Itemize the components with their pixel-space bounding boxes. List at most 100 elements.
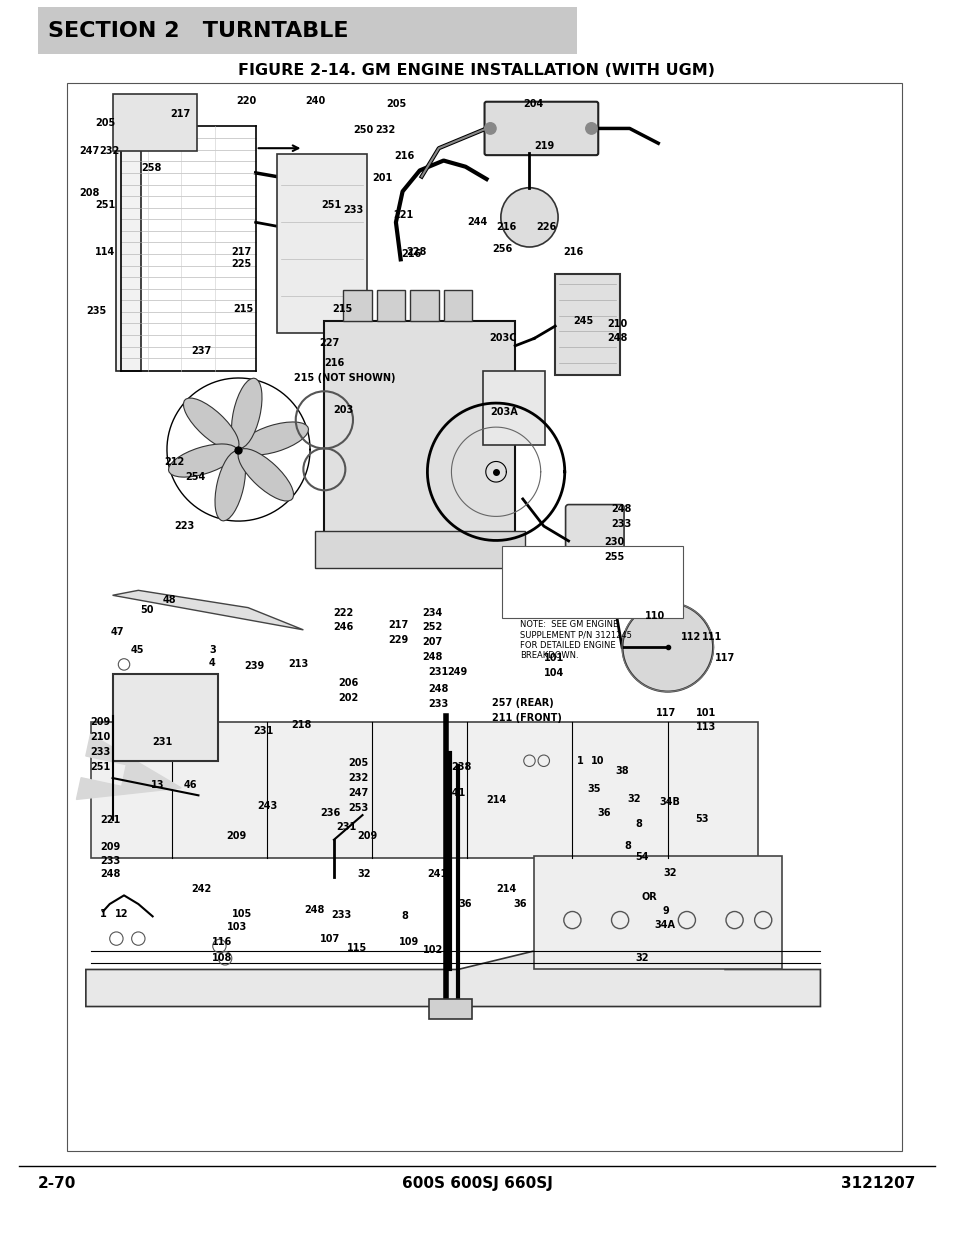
Text: 114: 114 (95, 247, 115, 257)
Text: 32: 32 (627, 794, 640, 804)
Text: 34B: 34B (659, 797, 679, 806)
Text: 3: 3 (209, 645, 215, 655)
Text: 242: 242 (191, 884, 211, 894)
Bar (376, 290, 405, 321)
Text: 36: 36 (513, 899, 526, 909)
Text: 253: 253 (348, 803, 368, 813)
Text: 117: 117 (656, 708, 676, 718)
Bar (112, 94, 196, 151)
Text: 227: 227 (319, 338, 339, 348)
FancyArrow shape (76, 735, 181, 799)
Text: 53: 53 (695, 814, 708, 824)
Text: 233: 233 (428, 699, 448, 709)
Bar (482, 370, 544, 445)
Text: 239: 239 (244, 661, 264, 671)
Text: 217: 217 (170, 109, 190, 119)
Text: 110: 110 (644, 611, 664, 621)
Text: 101: 101 (696, 708, 716, 718)
Bar (91, 722, 758, 858)
Text: 204: 204 (522, 99, 542, 109)
Ellipse shape (169, 443, 237, 477)
Text: 35: 35 (587, 784, 600, 794)
Text: 1: 1 (100, 909, 107, 919)
Text: 250: 250 (353, 125, 373, 135)
Ellipse shape (239, 422, 308, 456)
Text: 104: 104 (543, 668, 563, 678)
Bar (501, 546, 682, 618)
Text: 36: 36 (457, 899, 471, 909)
Text: 223: 223 (174, 521, 194, 531)
Text: 210: 210 (91, 732, 111, 742)
Text: 50: 50 (140, 605, 153, 615)
Bar (67, 83, 901, 1151)
Text: 117: 117 (714, 653, 734, 663)
Text: 232: 232 (99, 146, 119, 156)
Text: 38: 38 (615, 766, 628, 776)
Text: 248: 248 (428, 684, 448, 694)
Text: 209: 209 (226, 831, 246, 841)
Text: SECTION 2   TURNTABLE: SECTION 2 TURNTABLE (48, 21, 348, 41)
Text: 231: 231 (152, 737, 172, 747)
Text: 108: 108 (212, 953, 232, 963)
Text: 205: 205 (386, 99, 406, 109)
Ellipse shape (232, 378, 262, 448)
Text: 32: 32 (357, 869, 371, 879)
Text: 245: 245 (573, 316, 593, 326)
Text: 251: 251 (321, 200, 341, 210)
Text: 226: 226 (536, 222, 556, 232)
Text: 216: 216 (401, 249, 421, 259)
Text: 12: 12 (114, 909, 128, 919)
Ellipse shape (238, 448, 294, 501)
Text: 209: 209 (100, 842, 120, 852)
Text: 102: 102 (422, 945, 442, 955)
Text: 112: 112 (680, 632, 700, 642)
Text: 243: 243 (257, 802, 277, 811)
Polygon shape (112, 590, 303, 630)
FancyBboxPatch shape (534, 856, 781, 969)
Bar (343, 290, 372, 321)
Text: NOTE:  SEE GM ENGINE
SUPPLEMENT P/N 3121245
FOR DETAILED ENGINE
BREAKDOWN.: NOTE: SEE GM ENGINE SUPPLEMENT P/N 31212… (519, 620, 631, 661)
Text: 233: 233 (343, 205, 363, 215)
Text: 231: 231 (253, 726, 273, 736)
Text: 107: 107 (319, 934, 339, 944)
Text: 202: 202 (338, 693, 358, 703)
Text: 246: 246 (333, 622, 353, 632)
Text: 8: 8 (624, 841, 631, 851)
Ellipse shape (214, 451, 245, 521)
Text: 205: 205 (95, 119, 115, 128)
Text: 229: 229 (388, 635, 408, 645)
Text: 233: 233 (100, 856, 120, 866)
Polygon shape (86, 951, 820, 1007)
Text: 45: 45 (131, 645, 144, 655)
Text: 251: 251 (91, 762, 111, 772)
Text: 240: 240 (305, 96, 325, 106)
Text: 256: 256 (492, 245, 512, 254)
Text: 46: 46 (183, 781, 196, 790)
Text: 228: 228 (406, 247, 426, 257)
Text: 221: 221 (393, 210, 413, 220)
Text: 232: 232 (375, 125, 395, 135)
Bar (429, 999, 472, 1019)
Text: 254: 254 (185, 472, 205, 482)
Bar (555, 274, 619, 375)
Text: 218: 218 (291, 720, 311, 730)
Text: 251: 251 (95, 200, 115, 210)
Text: 212: 212 (164, 457, 184, 467)
Text: 248: 248 (607, 333, 627, 343)
Text: 247: 247 (79, 146, 99, 156)
Text: 8: 8 (401, 911, 408, 921)
Text: 217: 217 (231, 247, 251, 257)
Text: 13: 13 (151, 781, 164, 790)
Text: 220: 220 (236, 96, 256, 106)
Text: 255: 255 (603, 552, 623, 562)
Text: 216: 216 (394, 151, 414, 161)
Text: 101: 101 (543, 653, 563, 663)
Text: 216: 216 (496, 222, 516, 232)
Text: 105: 105 (232, 909, 252, 919)
Text: 48: 48 (162, 595, 175, 605)
Text: 2-70: 2-70 (38, 1176, 76, 1191)
Text: 238: 238 (451, 762, 471, 772)
Text: 231: 231 (335, 823, 355, 832)
FancyBboxPatch shape (484, 101, 598, 156)
Bar (324, 321, 515, 537)
